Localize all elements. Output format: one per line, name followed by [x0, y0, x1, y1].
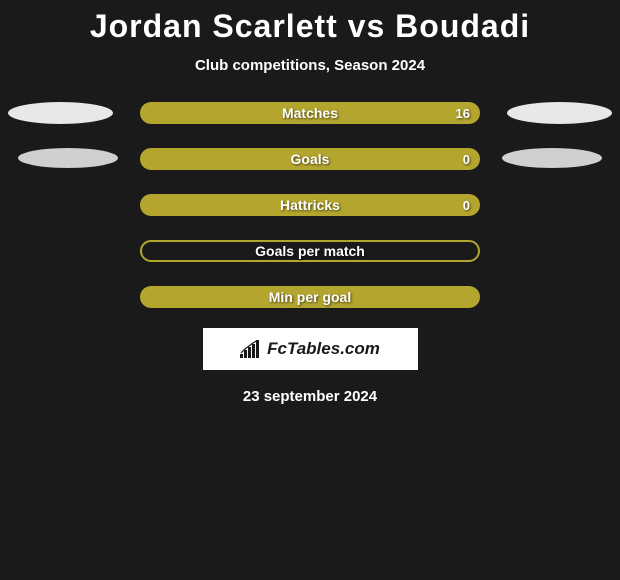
- stat-bar: Matches 16: [140, 102, 480, 124]
- stat-row: Goals per match: [0, 240, 620, 262]
- stats-area: Matches 16 Goals 0 Hattricks 0 Goals per match…: [0, 102, 620, 308]
- stat-label: Matches: [282, 105, 338, 121]
- logo-text: FcTables.com: [267, 339, 380, 359]
- ellipse-left: [8, 102, 113, 124]
- stat-row: Min per goal: [0, 286, 620, 308]
- stat-label: Min per goal: [269, 289, 351, 305]
- stat-row: Goals 0: [0, 148, 620, 170]
- stat-label: Goals per match: [255, 243, 365, 259]
- stat-value: 0: [463, 152, 470, 167]
- stat-value: 0: [463, 198, 470, 213]
- stat-value: 16: [456, 106, 470, 121]
- date-text: 23 september 2024: [243, 388, 377, 405]
- subtitle: Club competitions, Season 2024: [195, 57, 425, 74]
- stat-bar: Min per goal: [140, 286, 480, 308]
- stat-bar: Goals per match: [140, 240, 480, 262]
- ellipse-left: [18, 148, 118, 168]
- stat-bar: Goals 0: [140, 148, 480, 170]
- stat-label: Hattricks: [280, 197, 340, 213]
- stat-row: Matches 16: [0, 102, 620, 124]
- stat-row: Hattricks 0: [0, 194, 620, 216]
- page-title: Jordan Scarlett vs Boudadi: [90, 8, 530, 45]
- main-container: Jordan Scarlett vs Boudadi Club competit…: [0, 0, 620, 405]
- stat-bar: Hattricks 0: [140, 194, 480, 216]
- ellipse-right: [507, 102, 612, 124]
- ellipse-right: [502, 148, 602, 168]
- logo-box: FcTables.com: [203, 328, 418, 370]
- chart-icon: [240, 340, 262, 358]
- stat-label: Goals: [291, 151, 330, 167]
